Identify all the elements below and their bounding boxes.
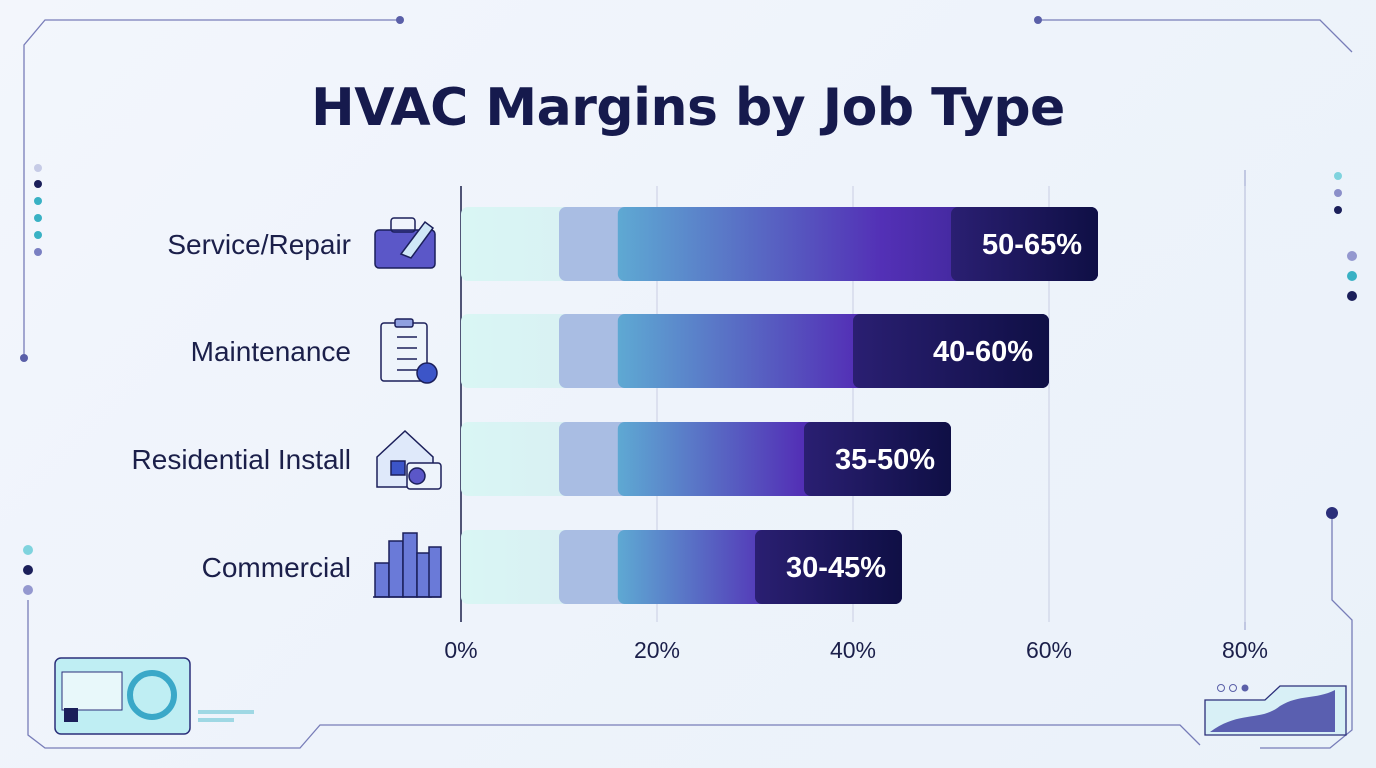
x-tick-label: 60% [1026,637,1072,663]
bar-residential-install [461,422,951,496]
category-label: Service/Repair [167,229,351,260]
bar-maintenance [461,314,1049,388]
category-label: Commercial [202,552,351,583]
wrench [399,220,435,259]
toolbox-wrench-icon [374,217,436,269]
category-label: Residential Install [132,444,351,475]
bar-commercial [461,530,902,604]
bar-range-segment [951,207,1098,281]
x-tick-label: 20% [634,637,680,663]
clipboard-checklist-icon [380,318,438,384]
clip [394,318,414,328]
check-circle [416,362,438,384]
building [402,532,418,598]
building [388,540,404,598]
x-tick-label: 40% [830,637,876,663]
value-label: 40-60% [933,336,1033,368]
x-tick-label: 0% [444,637,477,663]
bar-range-segment [804,422,951,496]
house-ac-unit-icon [376,429,442,490]
value-label: 35-50% [835,444,935,476]
value-label: 30-45% [786,552,886,584]
toolbox-handle [390,217,416,233]
bar-range-segment [755,530,902,604]
building [374,562,390,598]
category-label: Maintenance [191,336,351,367]
window [390,460,406,476]
chart-title: HVAC Margins by Job Type [311,78,1065,138]
ac-fan [408,467,426,485]
x-tick-label: 80% [1222,637,1268,663]
bar-service-repair [461,207,1098,281]
bar-range-segment [853,314,1049,388]
value-label: 50-65% [982,229,1082,261]
building [428,546,442,598]
dashboard-illustration [54,657,1347,736]
city-buildings-icon [373,532,442,598]
